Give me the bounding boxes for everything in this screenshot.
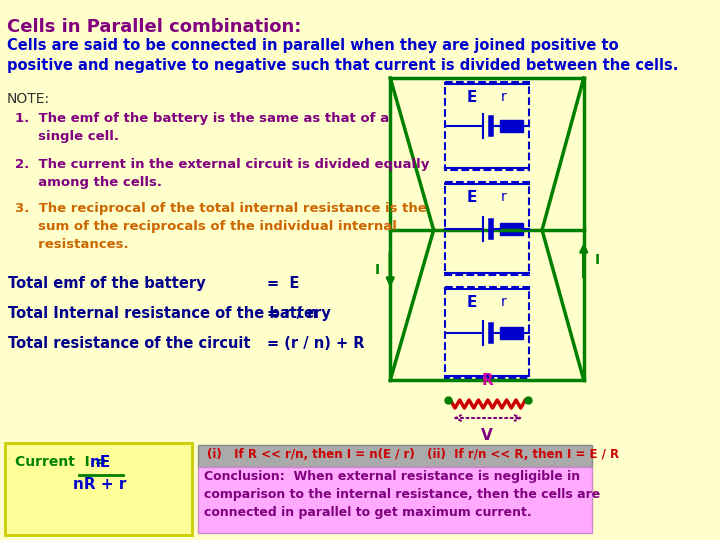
Text: Total resistance of the circuit: Total resistance of the circuit bbox=[9, 336, 251, 351]
FancyBboxPatch shape bbox=[5, 443, 192, 535]
Text: I: I bbox=[595, 253, 600, 267]
Bar bbox=[445, 182, 528, 275]
Text: E: E bbox=[467, 190, 477, 205]
Text: =  E: = E bbox=[267, 276, 300, 291]
FancyBboxPatch shape bbox=[199, 445, 592, 467]
Text: 3.  The reciprocal of the total internal resistance is the
     sum of the recip: 3. The reciprocal of the total internal … bbox=[15, 202, 427, 251]
Text: 1.  The emf of the battery is the same as that of a
     single cell.: 1. The emf of the battery is the same as… bbox=[15, 112, 389, 143]
Bar bbox=[500, 120, 523, 132]
Text: = (r / n) + R: = (r / n) + R bbox=[267, 336, 364, 351]
FancyBboxPatch shape bbox=[199, 467, 592, 533]
Text: Total emf of the battery: Total emf of the battery bbox=[9, 276, 206, 291]
Bar bbox=[445, 82, 528, 170]
Text: Total Internal resistance of the battery: Total Internal resistance of the battery bbox=[9, 306, 331, 321]
Text: R: R bbox=[481, 373, 493, 388]
Text: = r / n: = r / n bbox=[267, 306, 318, 321]
Text: E: E bbox=[467, 295, 477, 310]
Bar bbox=[500, 327, 523, 339]
Text: E: E bbox=[467, 90, 477, 105]
Text: nR + r: nR + r bbox=[73, 477, 127, 492]
Text: r: r bbox=[501, 295, 507, 309]
Text: (i)   If R << r/n, then I = n(E / r)   (ii)  If r/n << R, then I = E / R: (i) If R << r/n, then I = n(E / r) (ii) … bbox=[207, 448, 619, 461]
Text: 2.  The current in the external circuit is divided equally
     among the cells.: 2. The current in the external circuit i… bbox=[15, 158, 429, 189]
Text: NOTE:: NOTE: bbox=[6, 92, 50, 106]
Text: Current  I =: Current I = bbox=[15, 455, 111, 469]
Text: r: r bbox=[501, 190, 507, 204]
Bar bbox=[500, 222, 523, 234]
Bar bbox=[445, 287, 528, 378]
Text: r: r bbox=[501, 90, 507, 104]
Text: nE: nE bbox=[89, 455, 111, 470]
Text: I: I bbox=[374, 263, 379, 277]
Text: Conclusion:  When external resistance is negligible in
comparison to the interna: Conclusion: When external resistance is … bbox=[204, 470, 600, 519]
Text: Cells in Parallel combination:: Cells in Parallel combination: bbox=[6, 18, 301, 36]
Text: Cells are said to be connected in parallel when they are joined positive to
posi: Cells are said to be connected in parall… bbox=[6, 38, 678, 73]
Text: V: V bbox=[481, 428, 493, 443]
